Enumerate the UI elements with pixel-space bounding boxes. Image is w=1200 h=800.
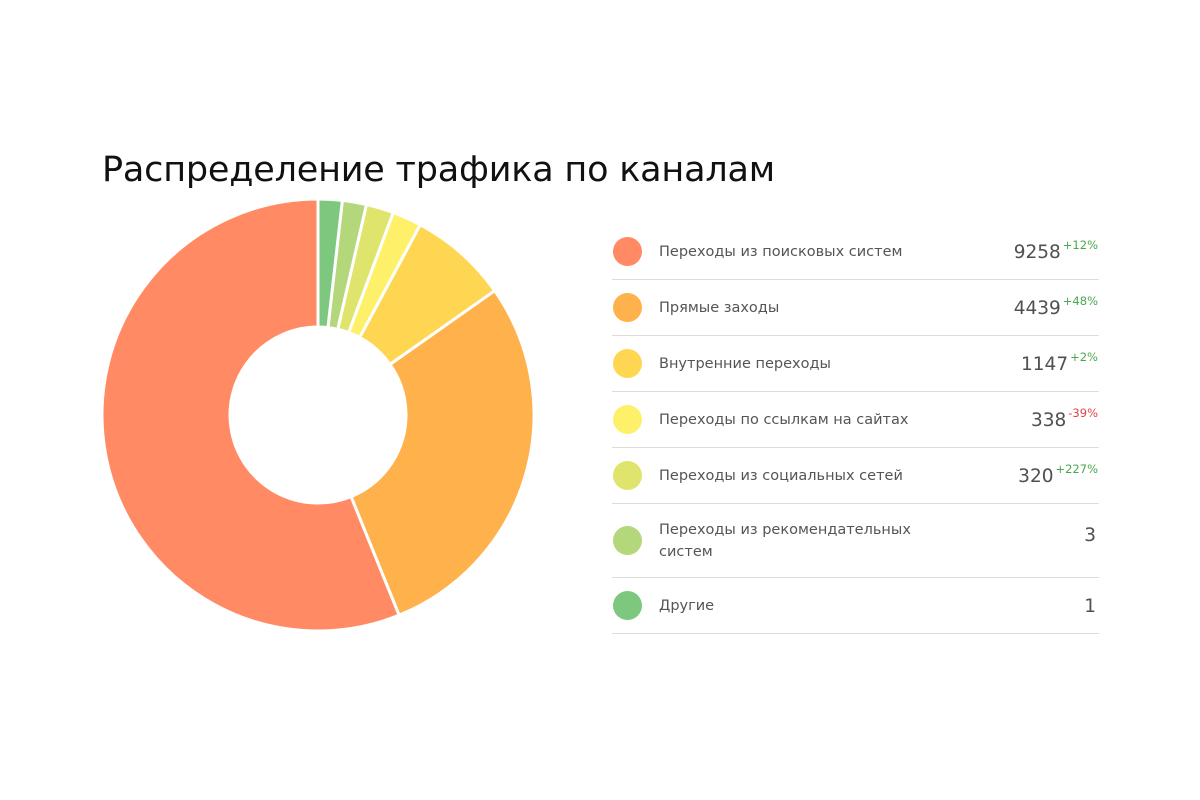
legend-value-links: 338 (1030, 410, 1067, 431)
legend-change-direct: +48% (1062, 294, 1098, 308)
legend-value-internal: 1147 (1021, 354, 1069, 375)
legend-value-recommend: 3 (1084, 525, 1096, 546)
legend-row-links[interactable]: Переходы по ссылкам на сайтах 338 -39% (612, 392, 1099, 448)
legend-label-social: Переходы из социальных сетей (659, 467, 903, 484)
donut-slice-other[interactable] (316, 197, 344, 330)
legend-label-search: Переходы из поисковых систем (659, 243, 903, 260)
legend-label-other: Другие (659, 597, 715, 614)
legend-dot-search (613, 237, 642, 266)
legend-dot-other (613, 591, 642, 620)
legend-change-search: +12% (1062, 238, 1098, 252)
legend-row-direct[interactable]: Прямые заходы 4439 +48% (612, 280, 1099, 336)
donut-slice-search[interactable] (100, 197, 401, 633)
legend-row-internal[interactable]: Внутренние переходы 1147 +2% (612, 336, 1099, 392)
legend-dot-links (613, 405, 642, 434)
legend-label-links: Переходы по ссылкам на сайтах (659, 411, 909, 428)
chart-title: Распределение трафика по каналам (102, 150, 775, 190)
legend-row-social[interactable]: Переходы из социальных сетей 320 +227% (612, 448, 1099, 504)
legend-label-recommend: Переходы из рекомендательных систем (659, 521, 911, 560)
legend-change-links: -39% (1068, 406, 1098, 420)
legend-row-other[interactable]: Другие 1 (612, 578, 1099, 634)
legend-dot-recommend (613, 526, 642, 555)
legend-change-internal: +2% (1070, 350, 1098, 364)
legend-value-social: 320 (1018, 466, 1054, 487)
legend-row-recommend[interactable]: Переходы из рекомендательных систем 3 (612, 504, 1099, 578)
legend-dot-social (613, 461, 642, 490)
legend-label-direct: Прямые заходы (659, 299, 780, 316)
legend-row-search[interactable]: Переходы из поисковых систем 9258 +12% (612, 224, 1099, 280)
legend-value-other: 1 (1084, 596, 1096, 617)
legend-dot-direct (613, 293, 642, 322)
legend: Переходы из поисковых систем 9258 +12% Пр… (612, 224, 1099, 634)
legend-value-direct: 4439 (1013, 298, 1061, 319)
donut-slice-direct[interactable] (349, 289, 536, 617)
legend-label-internal: Внутренние переходы (659, 355, 831, 372)
legend-dot-internal (613, 349, 642, 378)
legend-change-social: +227% (1055, 462, 1098, 476)
legend-value-search: 9258 (1013, 242, 1061, 263)
